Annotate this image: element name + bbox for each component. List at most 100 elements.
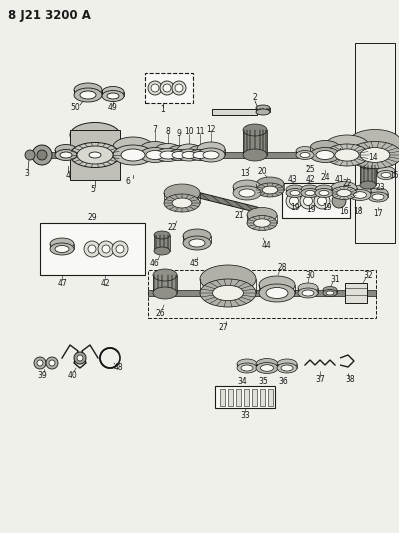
Bar [244,389,249,406]
Circle shape [112,241,128,257]
Bar [355,43,395,243]
Text: 8: 8 [166,126,170,135]
Ellipse shape [360,181,376,189]
Ellipse shape [377,166,395,175]
Ellipse shape [281,365,293,371]
Circle shape [318,197,326,206]
Bar [252,389,257,406]
Ellipse shape [360,148,390,163]
Ellipse shape [140,148,170,163]
Ellipse shape [182,151,196,158]
Ellipse shape [298,283,318,293]
Ellipse shape [305,190,315,196]
Circle shape [286,193,302,209]
Text: 7: 7 [152,125,158,133]
Text: 14: 14 [368,152,378,161]
Ellipse shape [331,182,357,195]
Bar [345,283,367,303]
Text: 11: 11 [195,127,205,136]
Text: 18: 18 [353,207,363,216]
Ellipse shape [323,287,337,294]
Ellipse shape [286,189,304,198]
Ellipse shape [203,151,219,159]
Ellipse shape [50,238,74,250]
Ellipse shape [335,149,359,161]
Ellipse shape [256,177,284,191]
Ellipse shape [197,148,225,162]
Ellipse shape [296,150,314,159]
Ellipse shape [300,152,310,157]
Ellipse shape [55,246,69,253]
Text: 3: 3 [25,168,30,177]
Ellipse shape [254,219,270,227]
Text: 32: 32 [363,271,373,279]
Text: 23: 23 [375,182,385,191]
Bar [154,235,170,251]
Ellipse shape [80,91,96,99]
Text: 29: 29 [87,213,97,222]
Ellipse shape [153,287,177,299]
Circle shape [172,81,186,95]
Ellipse shape [237,363,257,373]
Text: 48: 48 [113,364,123,373]
Ellipse shape [155,149,181,161]
Circle shape [332,194,346,208]
Ellipse shape [168,149,190,160]
Ellipse shape [154,231,170,239]
Ellipse shape [319,190,329,196]
Ellipse shape [172,151,186,158]
Text: 45: 45 [189,259,199,268]
Ellipse shape [326,291,334,295]
Text: 19: 19 [322,203,332,212]
Ellipse shape [121,149,145,161]
Circle shape [148,81,162,95]
Polygon shape [177,187,267,215]
Circle shape [37,150,47,160]
Ellipse shape [168,146,190,157]
Ellipse shape [241,365,253,371]
Circle shape [304,197,312,206]
Ellipse shape [233,186,261,200]
Text: 31: 31 [330,274,340,284]
Ellipse shape [372,194,384,200]
Ellipse shape [296,147,314,156]
Ellipse shape [256,105,270,111]
Ellipse shape [50,243,74,255]
Text: 40: 40 [67,370,77,379]
Text: 19: 19 [290,203,300,212]
Bar [260,389,265,406]
Ellipse shape [102,86,124,98]
Ellipse shape [256,362,278,374]
Ellipse shape [233,180,261,194]
Ellipse shape [315,189,333,198]
Text: 41: 41 [334,175,344,184]
Ellipse shape [183,229,211,243]
Bar [40,223,145,275]
Ellipse shape [337,189,351,197]
Text: 34: 34 [237,377,247,386]
Text: 10: 10 [184,127,194,136]
Text: 24: 24 [320,173,330,182]
Bar [70,130,120,180]
Ellipse shape [301,185,319,194]
Ellipse shape [164,194,200,212]
Circle shape [98,241,114,257]
Ellipse shape [348,130,399,157]
Circle shape [74,352,86,364]
Ellipse shape [189,149,211,160]
Ellipse shape [301,189,319,198]
Ellipse shape [377,171,395,180]
Circle shape [49,360,55,366]
Text: 49: 49 [108,103,118,112]
Ellipse shape [239,189,255,197]
Circle shape [151,84,159,92]
Ellipse shape [177,144,201,156]
Text: 22: 22 [342,179,352,188]
Ellipse shape [70,142,120,167]
Circle shape [163,84,171,92]
Ellipse shape [237,359,257,369]
Ellipse shape [247,207,277,222]
Ellipse shape [243,124,267,136]
Ellipse shape [183,236,211,250]
Text: 9: 9 [177,128,182,138]
